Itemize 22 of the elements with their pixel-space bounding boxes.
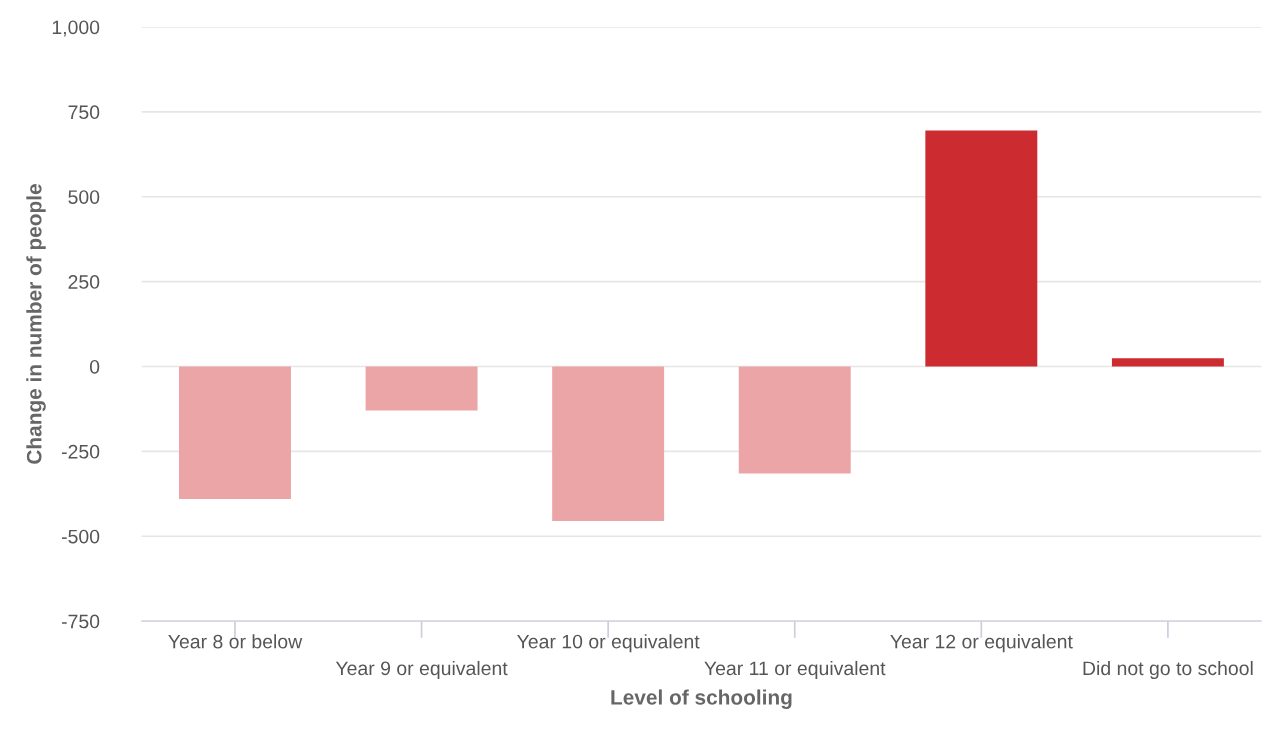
bar	[925, 130, 1038, 367]
bar	[365, 366, 478, 411]
y-tick-label: -250	[61, 444, 100, 459]
y-tick-label: 0	[89, 359, 100, 374]
bar	[738, 366, 851, 474]
y-tick-label: -500	[61, 529, 100, 544]
y-tick-label: -750	[61, 614, 100, 629]
x-tick-label: Year 9 or equivalent	[335, 660, 508, 680]
x-tick-label: Year 8 or below	[168, 634, 303, 649]
x-tick-label: Year 11 or equivalent	[704, 660, 886, 680]
y-tick-label: 1,000	[52, 20, 100, 37]
bar	[179, 366, 291, 499]
y-axis-title: Change in number of people	[26, 184, 46, 464]
y-tick-label: 250	[68, 275, 100, 289]
y-tick-label: 750	[68, 105, 100, 120]
x-tick-label: Year 12 or equivalent	[890, 634, 1073, 653]
x-tick-label: Did not go to school	[1083, 660, 1253, 680]
bar	[1111, 358, 1224, 367]
bar	[552, 366, 665, 521]
x-axis-title: Level of schooling	[611, 689, 792, 709]
y-tick-label: 500	[68, 190, 100, 204]
x-tick-label: Year 10 or equivalent	[517, 634, 700, 653]
